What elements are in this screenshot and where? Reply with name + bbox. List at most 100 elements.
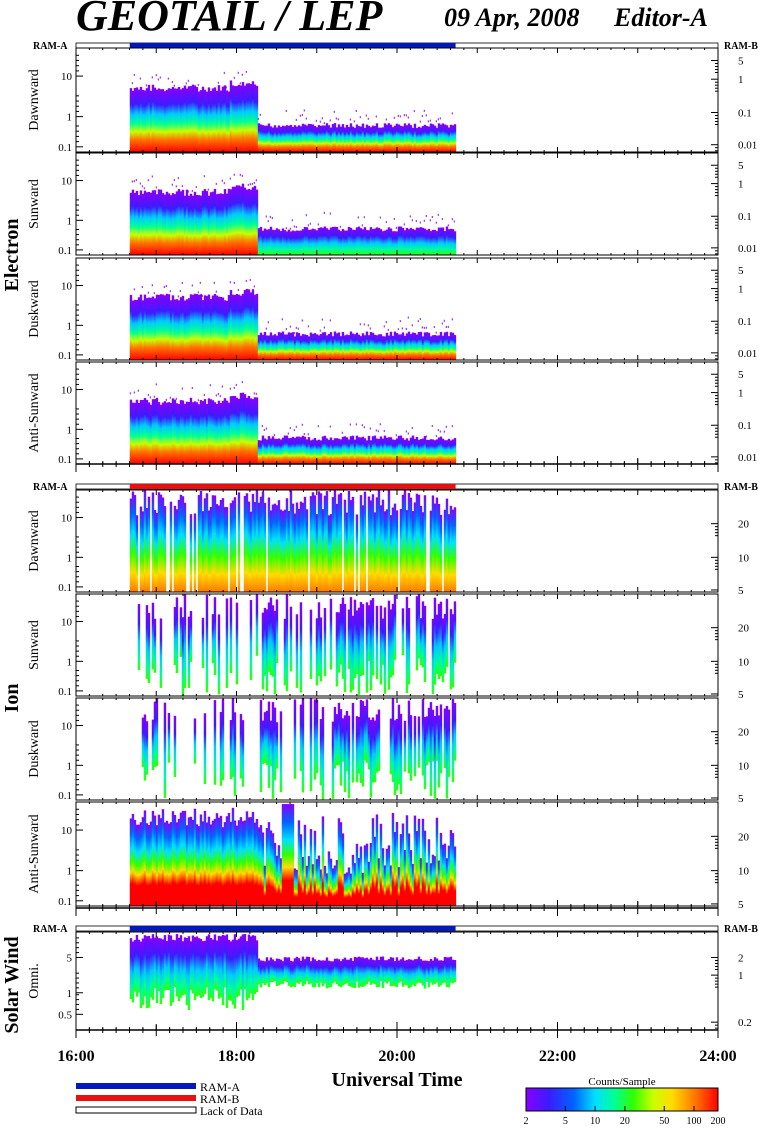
electron-spectrum-column xyxy=(449,332,453,360)
solar-wind-spectrum-column xyxy=(219,936,223,998)
electron-spectrum-column xyxy=(407,440,411,464)
electron-spectrum-column xyxy=(363,127,367,152)
ion-spectrum-column xyxy=(317,602,321,677)
electron-spectrum-column xyxy=(151,399,155,464)
electron-sparse-count xyxy=(379,216,381,219)
electron-spectrum-column xyxy=(257,440,261,464)
electron-spectrum-column xyxy=(269,226,273,255)
solar-wind-spectrum-column xyxy=(245,941,249,1001)
electron-spectrum-column xyxy=(419,331,423,360)
electron-spectrum-column xyxy=(441,123,445,152)
electron-spectrum-column xyxy=(395,438,399,464)
electron-spectrum-column xyxy=(205,191,209,255)
electron-spectrum-column xyxy=(129,192,133,255)
ion-spectrum-column xyxy=(299,834,303,906)
electron-spectrum-column xyxy=(183,85,187,152)
electron-spectrum-column xyxy=(447,229,451,255)
electron-spectrum-column xyxy=(439,227,443,255)
electron-sparse-count xyxy=(409,215,411,218)
ion-spectrum-column xyxy=(431,854,435,906)
electron-spectrum-column xyxy=(403,439,407,464)
solar-wind-spectrum-column xyxy=(129,938,133,1000)
electron-sparse-count xyxy=(321,117,323,120)
electron-sparse-count xyxy=(155,186,157,189)
solar-wind-spectrum-column xyxy=(161,939,165,999)
solar-wind-spectrum-column xyxy=(377,959,381,988)
ion-spectrum-column xyxy=(135,824,139,906)
electron-spectrum-column xyxy=(453,335,457,360)
electron-spectrum-column xyxy=(141,300,145,360)
solar-wind-spectrum-column xyxy=(239,936,243,990)
ion-spectrum-column xyxy=(453,846,457,906)
ion-spectrum-column xyxy=(199,814,203,906)
ion-spectrum-column xyxy=(341,833,345,906)
electron-spectrum-column xyxy=(243,187,247,255)
electron-sparse-count xyxy=(393,217,395,220)
electron-spectrum-column xyxy=(343,230,347,255)
electron-spectrum-column xyxy=(425,332,429,360)
electron-sparse-count xyxy=(167,77,169,80)
electron-sparse-count xyxy=(253,181,255,184)
electron-sparse-count xyxy=(209,384,211,387)
electron-spectrum-column xyxy=(443,124,447,152)
electron-spectrum-column xyxy=(429,336,433,360)
electron-spectrum-column xyxy=(135,87,139,152)
electron-spectrum-column xyxy=(437,437,441,464)
electron-spectrum-column xyxy=(381,438,385,464)
electron-spectrum-column xyxy=(205,91,209,152)
electron-spectrum-column xyxy=(171,398,175,464)
ion-spectrum-column xyxy=(241,720,245,787)
ion-spectrum-column xyxy=(383,511,387,592)
electron-sparse-count xyxy=(289,325,291,328)
electron-sparse-count xyxy=(319,329,321,332)
electron-spectrum-column xyxy=(375,123,379,152)
electron-spectrum-column xyxy=(415,436,419,464)
ion-spectrum-column xyxy=(381,618,385,665)
electron-spectrum-column xyxy=(391,231,395,255)
ion-spectrum-column xyxy=(365,602,369,693)
electron-sparse-count xyxy=(421,326,423,329)
electron-spectrum-column xyxy=(269,438,273,464)
electron-spectrum-column xyxy=(417,332,421,360)
solar-wind-spectrum-column xyxy=(311,957,315,988)
electron-sparse-count xyxy=(273,434,275,437)
ion-spectrum-column xyxy=(447,514,451,592)
electron-spectrum-column xyxy=(233,86,237,152)
electron-spectrum-column xyxy=(277,229,281,255)
electron-spectrum-column xyxy=(277,438,281,464)
electron-spectrum-column xyxy=(297,333,301,360)
electron-spectrum-column xyxy=(265,335,269,360)
electron-spectrum-column xyxy=(291,436,295,464)
ion-spectrum-column xyxy=(293,699,297,779)
electron-sparse-count xyxy=(323,326,325,329)
electron-spectrum-column xyxy=(403,123,407,152)
electron-spectrum-column xyxy=(193,293,197,360)
ion-spectrum-column xyxy=(301,856,305,906)
electron-spectrum-column xyxy=(383,123,387,152)
solar-wind-spectrum-column xyxy=(269,957,273,983)
electron-spectrum-column xyxy=(425,439,429,464)
electron-spectrum-column xyxy=(241,81,245,152)
solar-wind-spectrum-column xyxy=(371,959,375,984)
ion-spectrum-column xyxy=(409,850,413,906)
electron-spectrum-column xyxy=(295,436,299,464)
left-tick-label: 1 xyxy=(67,988,73,1000)
electron-sparse-count xyxy=(295,118,297,121)
right-tick-label: 20 xyxy=(738,623,750,635)
ion-spectrum-column xyxy=(253,822,257,906)
ion-spectrum-column xyxy=(401,494,405,592)
solar-wind-spectrum-column xyxy=(183,937,187,995)
electron-sparse-count xyxy=(171,81,173,84)
electron-spectrum-column xyxy=(185,189,189,255)
solar-wind-spectrum-column xyxy=(229,941,233,1001)
left-tick-label: 0.1 xyxy=(58,245,72,257)
electron-sparse-count xyxy=(423,326,425,329)
ion-spectrum-column xyxy=(225,507,229,592)
electron-spectrum-column xyxy=(141,400,145,464)
electron-spectrum-column xyxy=(157,88,161,152)
right-tick-label: 5 xyxy=(738,265,744,277)
electron-spectrum-column xyxy=(147,84,151,152)
electron-sparse-count xyxy=(207,188,209,191)
electron-spectrum-column xyxy=(209,192,213,255)
electron-spectrum-column xyxy=(327,439,331,464)
